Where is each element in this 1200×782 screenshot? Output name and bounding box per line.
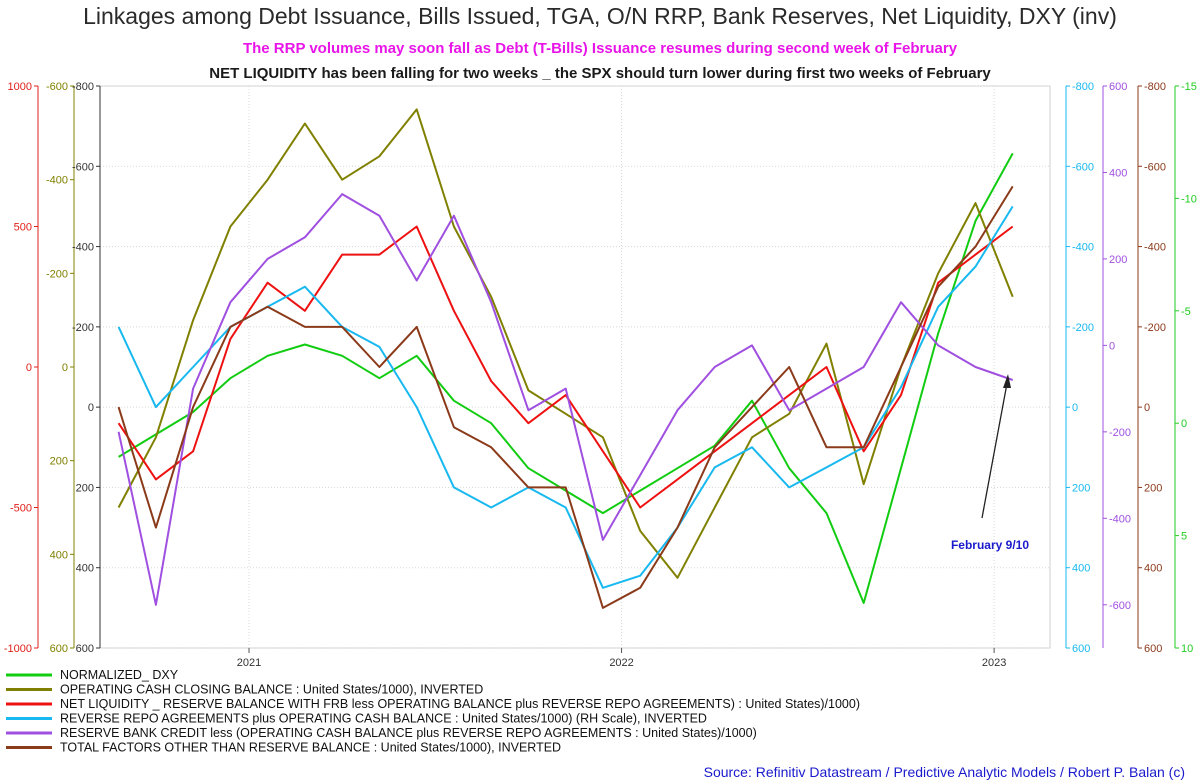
axis-label-green-2: -5: [1181, 306, 1191, 318]
annotation-february: February 9/10: [951, 538, 1029, 552]
axis-label-purple-6: -600: [1109, 600, 1131, 612]
right-axes: -800 -600 -400 -200 0 200 400 600 600 400 200 0 -200…: [1065, 81, 1197, 655]
plot-area: [99, 85, 1051, 649]
axis-label-red-3: -500: [10, 503, 32, 515]
chart-title: Linkages among Debt Issuance, Bills Issu…: [83, 3, 1117, 29]
source-credit: Source: Refinitiv Datastream / Predictiv…: [704, 764, 1185, 780]
axis-label-purple-0: 600: [1109, 81, 1127, 93]
series-lines: [117, 108, 1014, 609]
axis-label-purple-5: -400: [1109, 513, 1131, 525]
axis-label-brown-6: 400: [1144, 563, 1162, 575]
x-tick-label-1: 2022: [609, 657, 633, 669]
x-axis: 2021 2022 2023: [237, 648, 1006, 669]
axis-label-olive-6: 600: [50, 643, 68, 655]
legend-label-2: NET LIQUIDITY _ RESERVE BALANCE WITH FRB…: [60, 697, 860, 711]
axis-label-brown-3: -200: [1144, 322, 1166, 334]
axis-label-purple-2: 200: [1109, 254, 1127, 266]
x-tick-label-2: 2023: [982, 657, 1006, 669]
gridlines: [100, 85, 1050, 649]
axis-label-olive-1: -400: [46, 175, 68, 187]
x-tick-label-0: 2021: [237, 657, 261, 669]
legend-label-3: REVERSE REPO AGREEMENTS plus OPERATING C…: [60, 712, 707, 726]
axis-label-olive-0: -600: [46, 81, 68, 93]
axis-label-purple-3: 0: [1109, 340, 1115, 352]
axis-label-brown-7: 600: [1144, 643, 1162, 655]
axis-label-brown-0: -800: [1144, 81, 1166, 93]
axis-label-green-3: 0: [1181, 418, 1187, 430]
left-axes: 1000 500 0 -500 -1000 -600 -400 -200 0 200 400 600 -…: [4, 81, 101, 655]
legend-label-1: OPERATING CASH CLOSING BALANCE : United …: [60, 683, 483, 697]
chart-subtitle-net-liquidity: NET LIQUIDITY has been falling for two w…: [209, 65, 991, 82]
axis-label-olive-4: 200: [50, 456, 68, 468]
series-line-1: [117, 108, 1014, 579]
axis-label-green-0: -15: [1181, 81, 1197, 93]
axis-label-red-1: 500: [14, 222, 32, 234]
axis-label-cyan-2: -400: [1072, 242, 1094, 254]
axis-label-olive-2: -200: [46, 268, 68, 280]
axis-label-darkleft-5: 200: [76, 482, 94, 494]
axis-label-darkleft-3: -200: [72, 322, 94, 334]
series-line-5: [117, 185, 1014, 609]
legend-label-4: RESERVE BANK CREDIT less (OPERATING CASH…: [60, 726, 757, 740]
axis-label-darkleft-6: 400: [76, 563, 94, 575]
axis-label-darkleft-0: -800: [72, 81, 94, 93]
axis-label-brown-1: -600: [1144, 161, 1166, 173]
axis-label-cyan-7: 600: [1072, 643, 1090, 655]
axis-label-darkleft-1: -600: [72, 161, 94, 173]
series-line-4: [117, 193, 1014, 606]
axis-label-red-4: -1000: [4, 643, 32, 655]
axis-label-green-4: 5: [1181, 531, 1187, 543]
series-line-2: [117, 225, 1014, 509]
axis-label-cyan-0: -800: [1072, 81, 1094, 93]
axis-label-olive-5: 400: [50, 549, 68, 561]
axis-label-cyan-3: -200: [1072, 322, 1094, 334]
axis-label-darkleft-2: -400: [72, 242, 94, 254]
axis-label-cyan-5: 200: [1072, 482, 1090, 494]
axis-label-cyan-4: 0: [1072, 402, 1078, 414]
axis-label-green-5: 10: [1181, 643, 1193, 655]
axis-label-brown-2: -400: [1144, 242, 1166, 254]
annotation-arrow-head: [1003, 374, 1011, 388]
axis-label-purple-4: -200: [1109, 427, 1131, 439]
axis-label-brown-5: 200: [1144, 482, 1162, 494]
annotation-arrow-line: [981, 377, 1009, 519]
axis-label-cyan-6: 400: [1072, 563, 1090, 575]
axis-label-red-0: 1000: [8, 81, 32, 93]
legend-label-5: TOTAL FACTORS OTHER THAN RESERVE BALANCE…: [60, 741, 561, 755]
axis-label-green-1: -10: [1181, 193, 1197, 205]
chart-subtitle-rrp: The RRP volumes may soon fall as Debt (T…: [243, 40, 958, 57]
legend-label-0: NORMALIZED_ DXY: [60, 668, 179, 682]
axis-label-olive-3: 0: [62, 362, 68, 374]
axis-label-red-2: 0: [26, 362, 32, 374]
axis-label-cyan-1: -600: [1072, 161, 1094, 173]
axis-label-purple-1: 400: [1109, 167, 1127, 179]
axis-label-brown-4: 0: [1144, 402, 1150, 414]
axis-label-darkleft-7: 600: [76, 643, 94, 655]
axis-label-darkleft-4: 0: [88, 402, 94, 414]
